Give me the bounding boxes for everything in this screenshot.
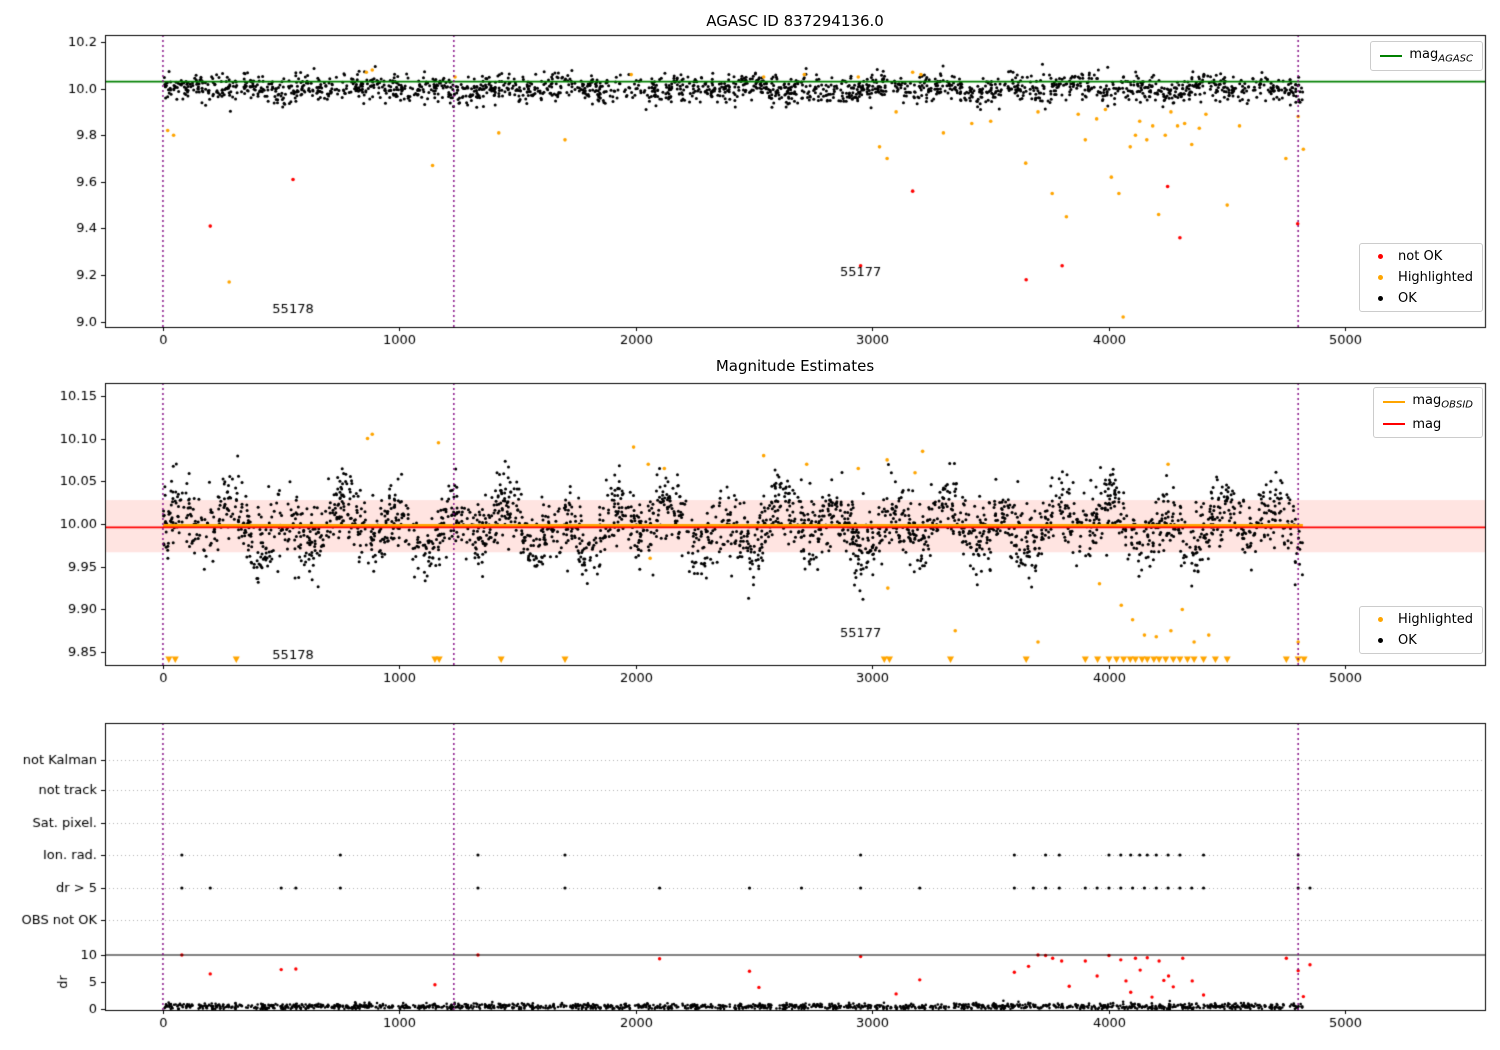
dot-marker-icon [1378, 617, 1384, 622]
legend-label: magAGASC [1409, 47, 1473, 65]
legend-item: magOBSID [1383, 393, 1473, 411]
legend-item: OK [1369, 633, 1473, 648]
mag-marker-legend: Highlighted OK [1359, 606, 1483, 654]
legend-label: Highlighted [1398, 612, 1473, 627]
dot-marker-icon [1378, 254, 1384, 259]
magnitude-plot-title: Magnitude Estimates [715, 357, 875, 375]
legend-item: not OK [1369, 249, 1473, 264]
dot-marker-icon [1378, 296, 1384, 301]
line-sample-icon [1383, 423, 1406, 426]
agasc-plot-title: AGASC ID 837294136.0 [706, 12, 884, 30]
dot-marker-icon [1378, 638, 1384, 643]
legend-item: OK [1369, 291, 1473, 306]
dot-marker-icon [1378, 275, 1384, 280]
legend-label: mag [1412, 416, 1442, 432]
agasc-marker-legend: not OK Highlighted OK [1359, 243, 1483, 312]
mag-line-legend: magOBSID mag [1373, 387, 1483, 438]
legend-label: OK [1398, 291, 1417, 306]
legend-label: magOBSID [1412, 393, 1473, 411]
legend-item: Highlighted [1369, 612, 1473, 627]
legend-label: Highlighted [1398, 270, 1473, 285]
legend-label: not OK [1398, 249, 1443, 264]
legend-item: mag [1383, 417, 1473, 432]
line-sample-icon [1383, 400, 1406, 403]
agasc-line-legend: magAGASC [1370, 41, 1483, 71]
legend-item: magAGASC [1380, 47, 1473, 65]
legend-item: Highlighted [1369, 270, 1473, 285]
line-sample-icon [1380, 54, 1403, 57]
legend-label: OK [1398, 633, 1417, 648]
